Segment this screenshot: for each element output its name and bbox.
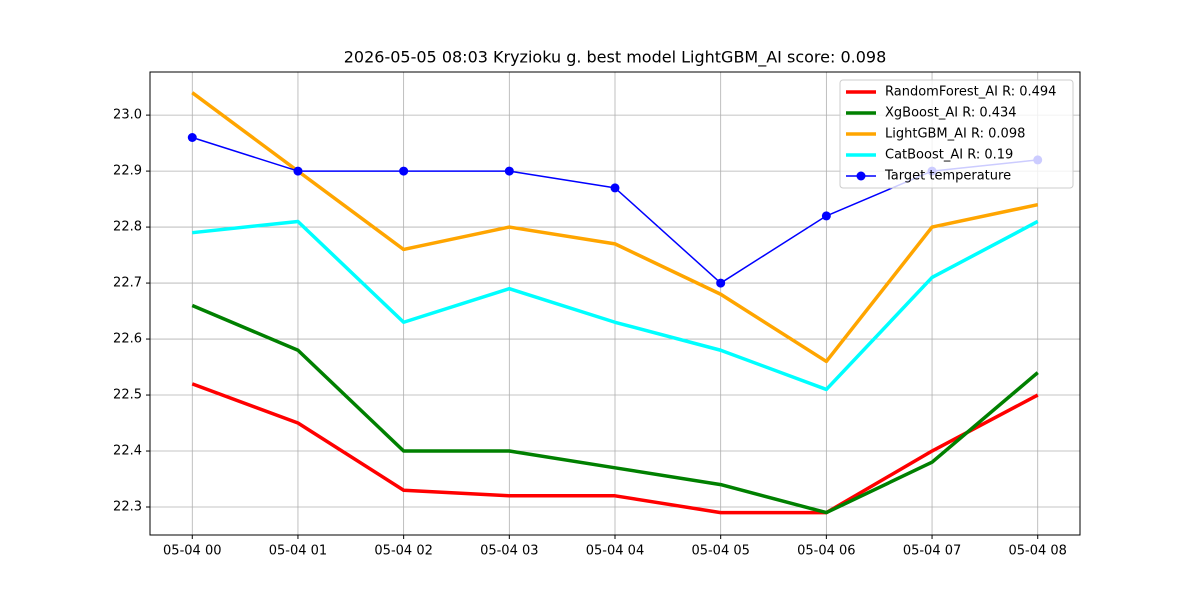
y-tick-label: 22.8 xyxy=(113,220,142,235)
series-marker xyxy=(504,166,514,176)
x-tick-label: 05-04 00 xyxy=(163,544,221,559)
x-tick-label: 05-04 03 xyxy=(480,544,538,559)
legend-label: LightGBM_AI R: 0.098 xyxy=(885,127,1025,142)
series-marker xyxy=(610,183,620,193)
y-tick-label: 22.6 xyxy=(113,332,142,347)
x-tick-label: 05-04 07 xyxy=(903,544,961,559)
series-marker xyxy=(187,133,197,143)
x-tick-label: 05-04 04 xyxy=(586,544,644,559)
y-tick-label: 22.4 xyxy=(113,444,142,459)
x-tick-label: 05-04 05 xyxy=(691,544,749,559)
plot-frame xyxy=(149,71,1081,536)
y-tick-label: 23.0 xyxy=(113,108,142,123)
y-tick-label: 22.7 xyxy=(113,276,142,291)
x-tick-label: 05-04 08 xyxy=(1009,544,1067,559)
legend-label: XgBoost_AI R: 0.434 xyxy=(885,106,1017,121)
y-tick-label: 22.5 xyxy=(113,388,142,403)
y-tick-label: 22.9 xyxy=(113,164,142,179)
legend-box xyxy=(839,79,1074,189)
series-line xyxy=(191,382,1039,515)
legend-label: RandomForest_AI R: 0.494 xyxy=(885,85,1056,100)
legend-label: Target temperature xyxy=(884,169,1011,184)
legend-label: CatBoost_AI R: 0.19 xyxy=(885,148,1013,163)
series-line xyxy=(192,219,1039,392)
series-marker xyxy=(399,166,409,176)
series-marker xyxy=(716,278,726,288)
series-line xyxy=(191,91,1039,364)
x-tick-label: 05-04 06 xyxy=(797,544,855,559)
series-line xyxy=(191,303,1039,515)
legend-marker xyxy=(856,171,866,181)
y-tick-label: 22.3 xyxy=(113,500,142,515)
chart-title: 2026-05-05 08:03 Kryzioku g. best model … xyxy=(344,48,887,68)
x-tick-label: 05-04 02 xyxy=(374,544,432,559)
x-tick-label: 05-04 01 xyxy=(269,544,327,559)
series-marker xyxy=(293,166,303,176)
series-marker xyxy=(821,211,831,221)
